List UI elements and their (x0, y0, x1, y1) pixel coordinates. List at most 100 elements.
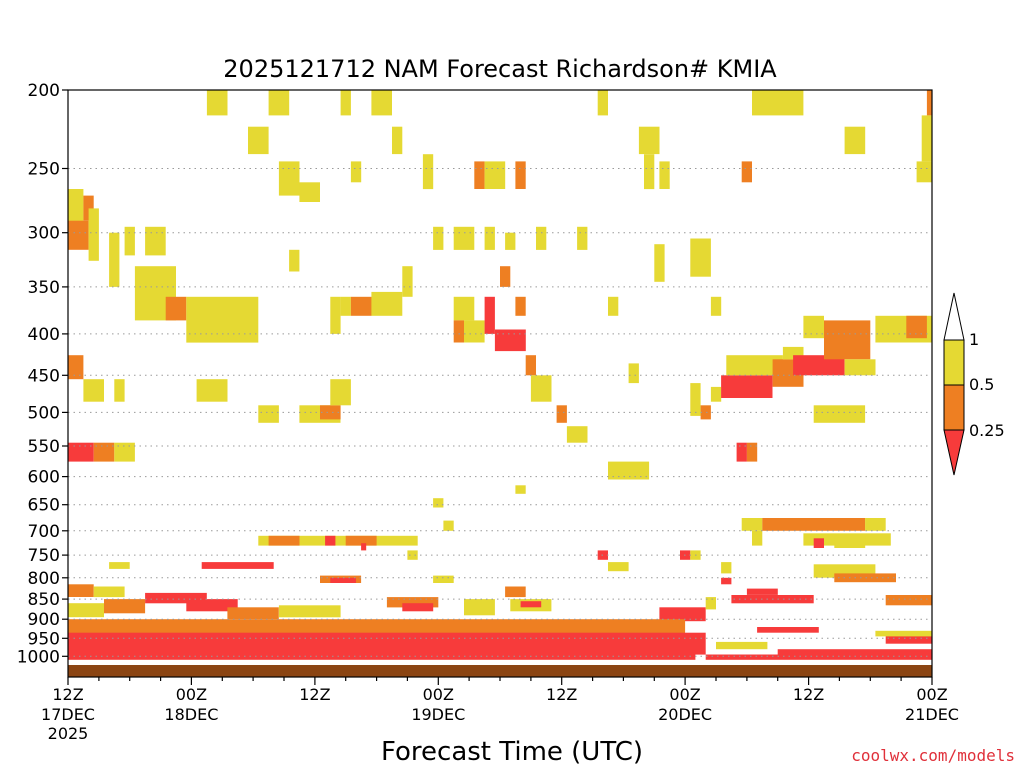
heatmap-cell-yellow (392, 126, 403, 155)
colorbar-yellow-bin (943, 339, 965, 386)
credit-label: coolwx.com/models (851, 746, 1015, 765)
y-axis: 200 250 300 350 400 450 500 550 600 650 700 750 8008… (17, 81, 68, 667)
y-tick-label: 650 (28, 496, 60, 516)
x-tick-label: 12Z (52, 685, 83, 704)
y-tick-label: 300 (28, 224, 60, 244)
heatmap-cell-yellow (433, 575, 454, 583)
heatmap-cell-orange (515, 161, 526, 189)
heatmap-cell-yellow (638, 126, 660, 155)
heatmap-cell-yellow (752, 530, 763, 546)
heatmap-cell-yellow (505, 232, 516, 250)
heatmap-cell-yellow (330, 379, 351, 406)
heatmap-cell-orange (906, 315, 927, 339)
heatmap-cell-orange (93, 442, 115, 462)
y-tick-label: 750 (28, 546, 60, 566)
heatmap-cell-red (659, 607, 706, 622)
heatmap-cell-yellow (608, 461, 650, 480)
x-tick-label: 00Z (423, 685, 454, 704)
heatmap-cell-orange (165, 296, 187, 321)
y-tick-label: 400 (28, 325, 60, 345)
y-tick-label: 600 (28, 468, 60, 488)
heatmap-cell-yellow (186, 296, 259, 343)
heatmap-cell-orange (746, 442, 758, 462)
heatmap-cell-yellow (464, 320, 485, 343)
heatmap-cell-yellow (844, 359, 876, 376)
heatmap-cell-red (793, 355, 845, 376)
heatmap-cell-red (68, 632, 706, 655)
y-tick-label: 850 (28, 590, 60, 610)
heatmap-cell-yellow (710, 296, 722, 316)
heatmap-cell-yellow (484, 226, 495, 250)
heatmap-cell-yellow (340, 90, 351, 116)
heatmap-cell-yellow (433, 498, 444, 508)
heatmap-cell-yellow (145, 226, 166, 256)
x-tick-label: 00Z (669, 685, 700, 704)
heatmap-cell-red (721, 375, 773, 398)
heatmap-cell-yellow (407, 550, 418, 560)
x-tick-year: 2025 (48, 724, 89, 743)
x-tick-label: 12Z (793, 685, 824, 704)
heatmap-cell-yellow (83, 379, 104, 402)
heatmap-cell-orange (834, 573, 896, 583)
heatmap-cell-yellow (690, 383, 701, 416)
heatmap-cell-red (330, 577, 356, 583)
heatmap-cell-yellow (659, 161, 670, 189)
heatmap-cell-yellow (644, 154, 655, 190)
heatmap-cell-red (736, 442, 747, 462)
heatmap-cell-orange (320, 405, 341, 420)
heatmap-cell-yellow (628, 363, 639, 384)
heatmap-cell-yellow (741, 518, 763, 531)
heatmap-cell-yellow (268, 90, 290, 116)
heatmap-cell-orange (824, 320, 871, 360)
heatmap-cell-red (402, 603, 434, 612)
heatmap-cell-yellow (114, 442, 135, 462)
y-tick-label: 350 (28, 278, 60, 298)
heatmap-cell-red (746, 588, 778, 595)
heatmap-cell-yellow (93, 586, 125, 598)
heatmap-cell-yellow (705, 597, 716, 610)
heatmap-cell-yellow (68, 603, 104, 618)
heatmap-cell-yellow (371, 90, 392, 116)
x-tick-date: 19DEC (411, 705, 465, 724)
heatmap-cell-yellow (608, 562, 629, 572)
heatmap-cell-red (705, 654, 932, 660)
heatmap-cell-yellow (608, 296, 619, 316)
x-tick-label: 12Z (546, 685, 577, 704)
x-tick-date: 17DEC (41, 705, 95, 724)
heatmap-cell-orange (268, 535, 300, 546)
heatmap-cell-orange (556, 405, 567, 423)
heatmap-cell-yellow (206, 90, 228, 116)
heatmap-cell-orange (885, 595, 932, 606)
heatmap-cells (68, 90, 932, 660)
colorbar-bottom-triangle (943, 429, 965, 476)
heatmap-cell-orange (453, 320, 464, 343)
colorbar: 1 0.5 0.25 (943, 292, 1005, 476)
y-tick-label: 800 (28, 569, 60, 589)
heatmap-cell-orange (68, 220, 89, 250)
heatmap-cell-yellow (371, 291, 403, 316)
heatmap-cell-orange (762, 518, 866, 531)
heatmap-cell-yellow (916, 161, 932, 183)
heatmap-cell-red (145, 592, 207, 604)
heatmap-cell-yellow (88, 208, 99, 261)
heatmap-cell-orange (350, 296, 372, 316)
heatmap-cell-orange (500, 266, 511, 287)
heatmap-cell-yellow (109, 562, 130, 569)
heatmap-cell-yellow (690, 238, 711, 277)
heatmap-cell-yellow (330, 296, 341, 334)
heatmap-cell-yellow (921, 115, 932, 162)
heatmap-cell-yellow (433, 226, 444, 250)
heatmap-cell-yellow (258, 405, 279, 423)
heatmap-cell-orange (505, 586, 526, 598)
y-tick-label: 250 (28, 160, 60, 180)
y-tick-label: 950 (28, 629, 60, 649)
heatmap-cell-orange (104, 599, 146, 614)
heatmap-cell-orange (926, 90, 932, 116)
heatmap-cell-yellow (464, 599, 495, 616)
x-tick-label: 00Z (916, 685, 947, 704)
heatmap-cell-orange (227, 607, 279, 620)
heatmap-cell-yellow (278, 605, 341, 618)
x-tick-date: 21DEC (905, 705, 959, 724)
colorbar-orange-bin (943, 384, 965, 431)
